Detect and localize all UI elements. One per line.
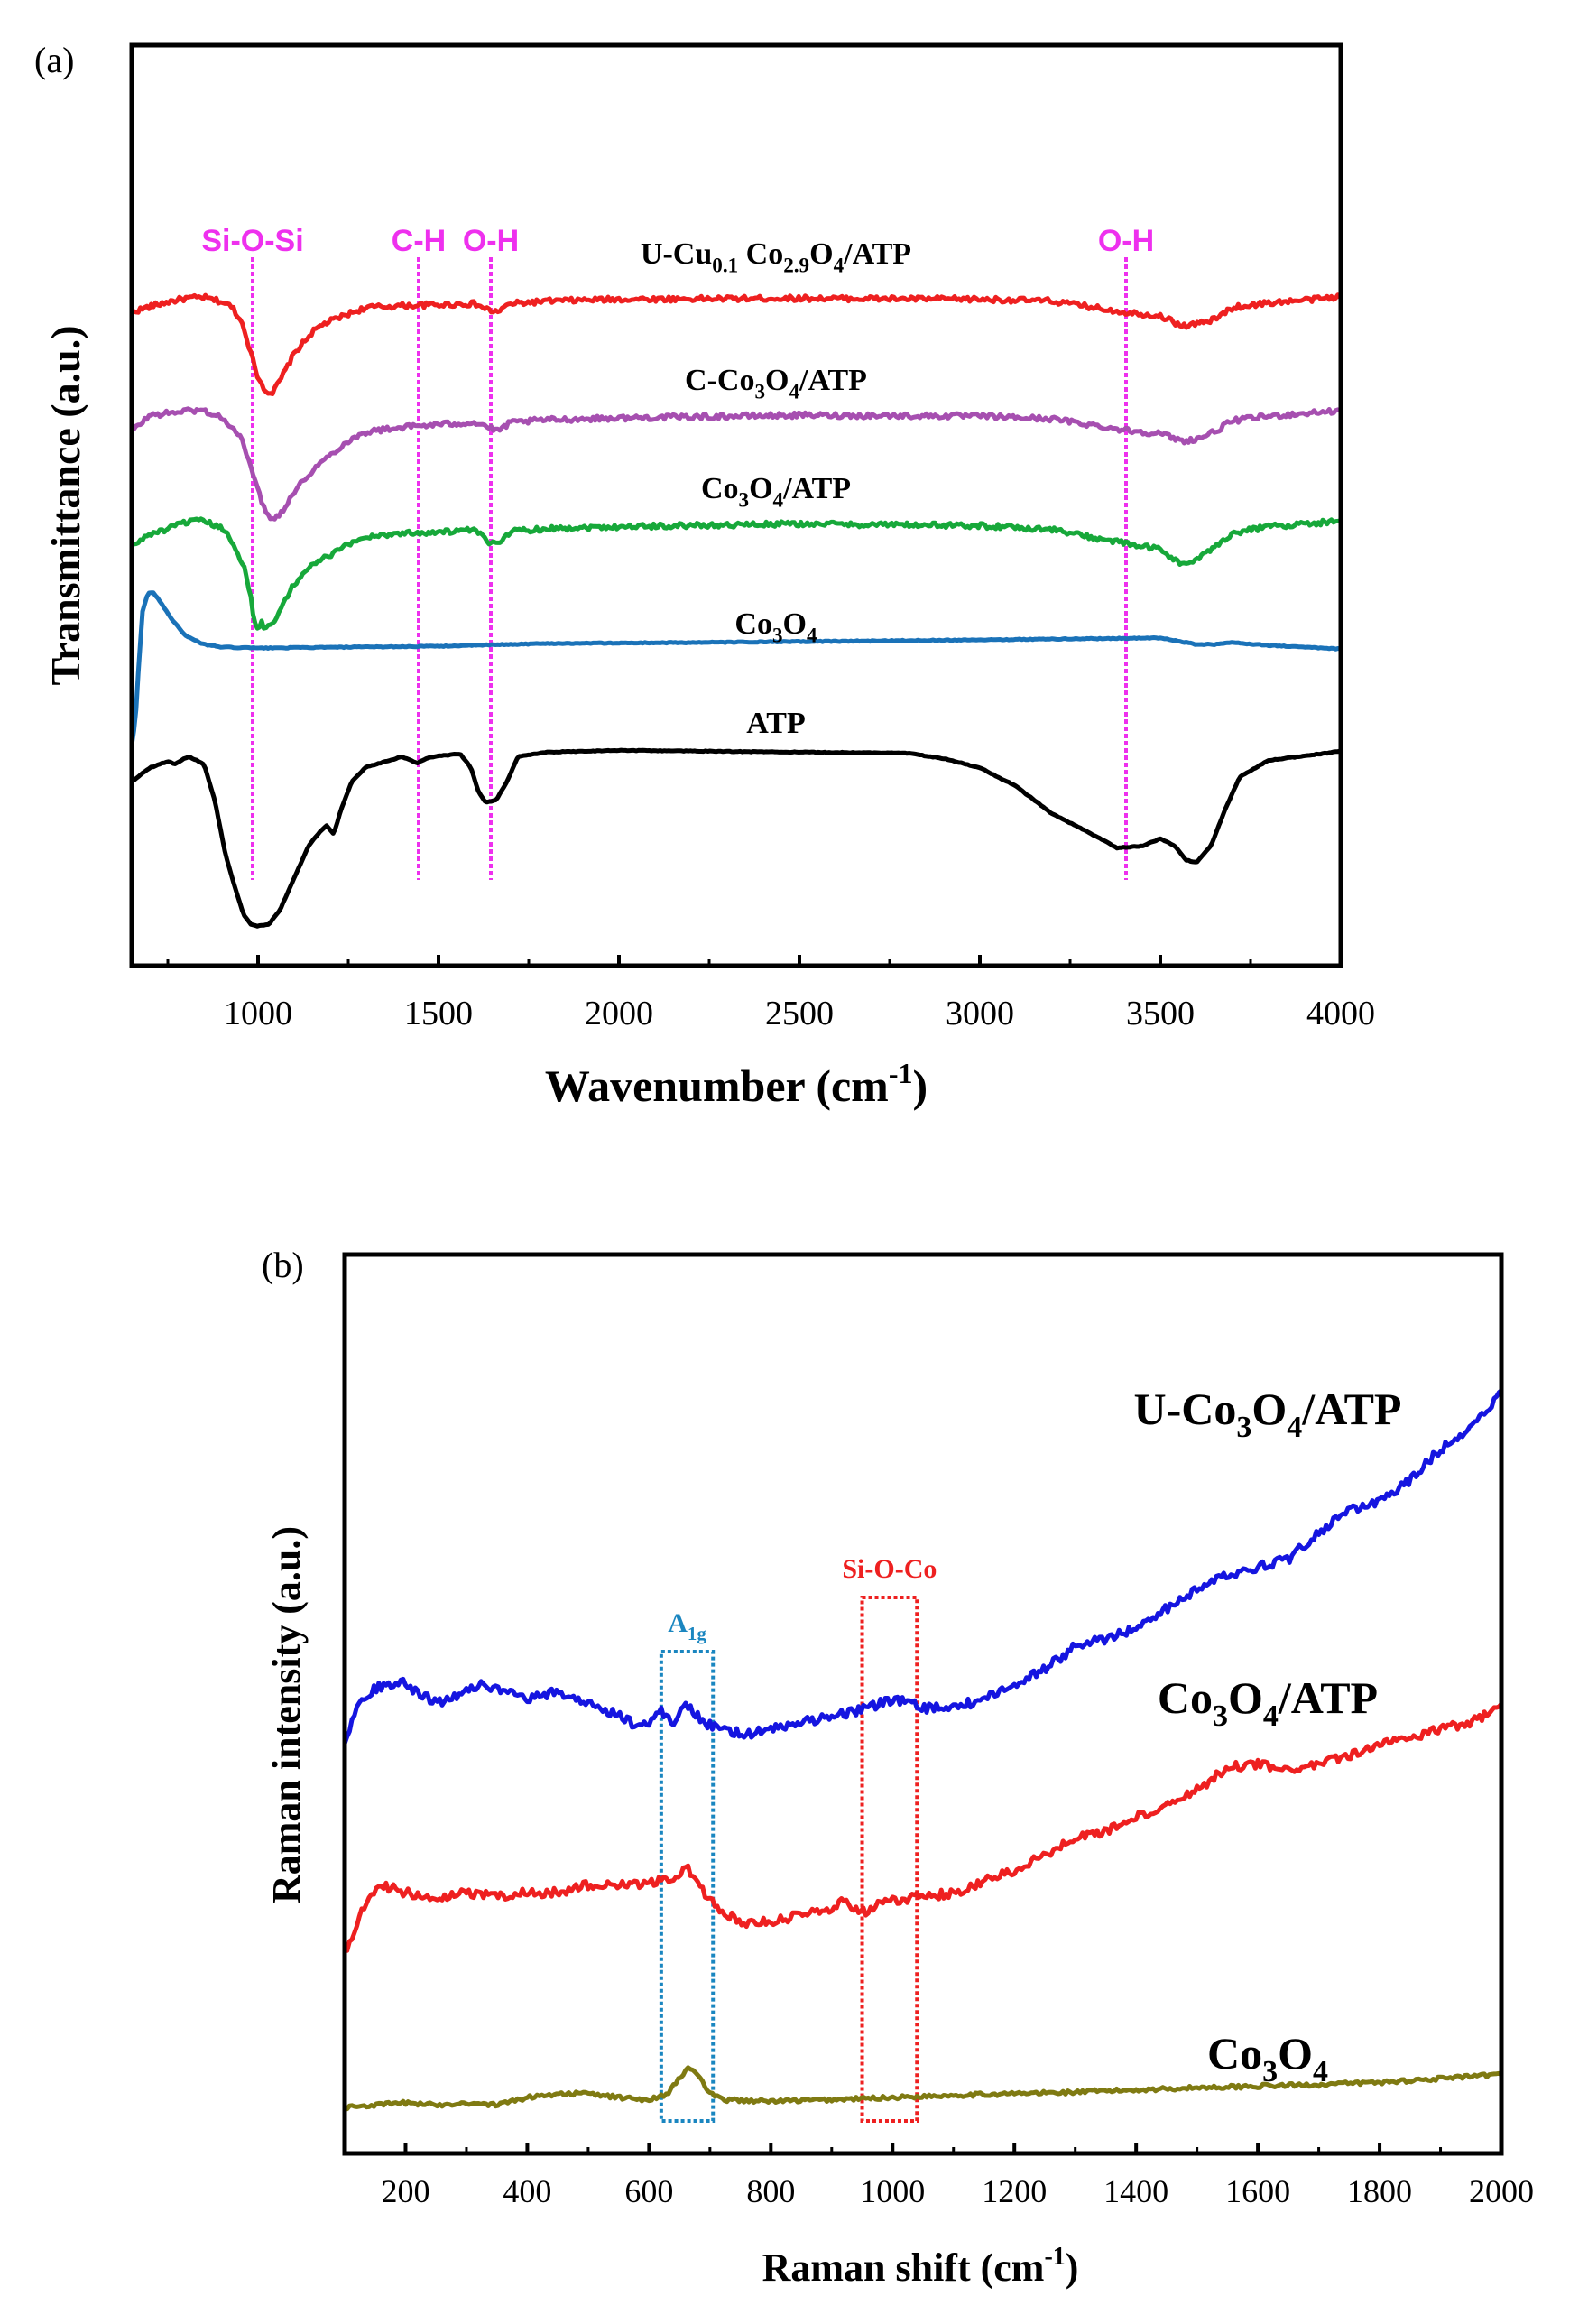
panel-a-marker-label: O-H [1098,224,1154,258]
panel-b-x-ticks: 200 400 600 800 1000 1200 1400 1600 1800 2000 [343,2143,1534,2209]
panel-b-series-label-u: U-Co3O4/ATP [1134,1384,1402,1444]
panel-b-x-tick-label: 1200 [982,2173,1047,2209]
panel-b-region-label-a1g: A1g [668,1608,706,1644]
panel-a-marker-label: C-H [392,224,446,258]
panel-b-series-label-co: Co3O4 [1207,2028,1328,2088]
panel-b-x-tick-label: 400 [503,2173,551,2209]
panel-a-markers: Si-O-Si C-H O-H O-H [201,224,1154,880]
panel-a-x-tick-label: 3000 [946,995,1014,1032]
panel-a-x-axis-title: Wavenumber (cm-1) [545,1057,928,1111]
panel-a-series-label-c: C-Co3O4/ATP [685,364,867,404]
panel-a-x-tick-label: 1500 [404,995,473,1032]
panel-a-series-c [130,406,1342,522]
panel-a-x-tick-label: 2500 [765,995,834,1032]
panel-a-series-label-co: Co3O4 [734,607,817,648]
panel-a-series-label-p: Co3O4/ATP [701,472,851,513]
panel-b-series-co [343,2065,1503,2112]
panel-b-plot-frame [342,1252,1504,2156]
panel-a-x-ticks: 1000 1500 2000 2500 3000 3500 4000 [166,955,1375,1032]
panel-b-series [342,1388,1503,2112]
panel-b-region-a1g [659,1650,716,2123]
panel-b-x-tick-label: 200 [381,2173,429,2209]
panel-b-x-tick-label: 600 [624,2173,673,2209]
panel-a-plot-frame [129,42,1343,968]
panel-a-x-tick-label: 2000 [585,995,653,1032]
panel-a-series-atp [130,747,1341,929]
panel-b-series-label-p: Co3O4/ATP [1158,1672,1378,1733]
panel-a-series [129,292,1343,929]
panel-b: (b) A1g Si-O-Co U-Co3O4/ATP Co3O4/ATP Co3O4… [262,1245,1534,2290]
panel-a-marker-label: O-H [463,224,519,258]
panel-b-x-axis-title: Raman shift (cm-1) [762,2243,1079,2290]
panel-a-x-tick-label: 4000 [1306,995,1375,1032]
panel-b-region-sioco [860,1596,919,2123]
panel-b-x-tick-label: 800 [746,2173,795,2209]
panel-a-series-co [129,590,1341,745]
panel-b-y-axis-title: Raman intensity (a.u.) [264,1526,309,1903]
panel-a-series-label-atp: ATP [746,707,805,740]
panel-a-x-tick-label: 1000 [224,995,292,1032]
panel-b-series-labels: U-Co3O4/ATP Co3O4/ATP Co3O4 [1134,1384,1402,2088]
panel-a-series-p [130,516,1341,631]
panel-b-series-u [342,1388,1503,1745]
panel-b-x-tick-label: 2000 [1469,2173,1534,2209]
panel-b-x-tick-label: 1600 [1225,2173,1290,2209]
panel-a-marker-label: Si-O-Si [201,224,303,258]
panel-b-label: (b) [262,1245,304,1285]
panel-b-x-tick-label: 1000 [860,2173,925,2209]
panel-b-x-tick-label: 1400 [1103,2173,1168,2209]
panel-a-y-axis-title: Transmittance (a.u.) [42,325,88,685]
panel-b-regions: A1g Si-O-Co [659,1554,937,2123]
panel-a: (a) Si-O-Si C-H O-H O-H U-Cu0.1 Co2.9O4/ATP… [34,40,1375,1111]
panel-a-x-tick-label: 3500 [1126,995,1195,1032]
panel-b-series-p [343,1702,1503,1953]
panel-b-x-tick-label: 1800 [1347,2173,1412,2209]
panel-a-label: (a) [34,40,74,80]
panel-b-region-label-sioco: Si-O-Co [842,1554,937,1584]
panel-a-series-u [131,292,1343,396]
panel-a-series-label-u: U-Cu0.1 Co2.9O4/ATP [641,237,911,278]
panel-a-series-labels: U-Cu0.1 Co2.9O4/ATP C-Co3O4/ATP Co3O4/ATP C… [641,237,911,740]
